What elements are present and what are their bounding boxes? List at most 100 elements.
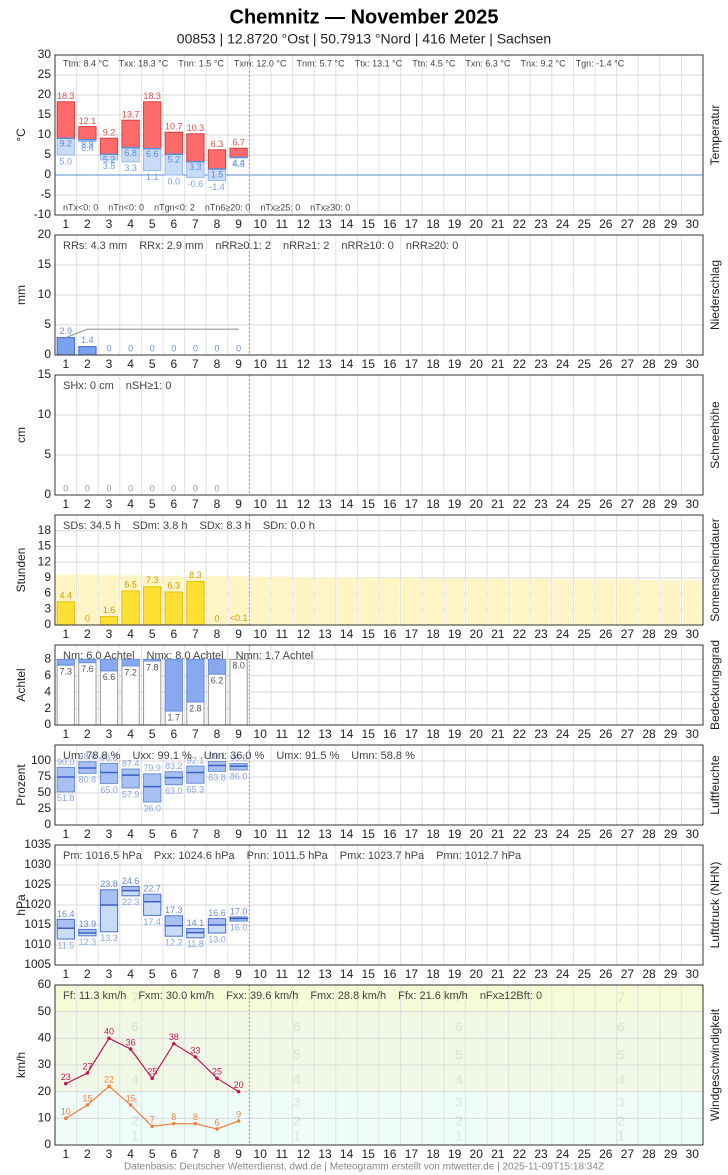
min-label: 0.0 bbox=[168, 176, 181, 186]
x-tick-label: 23 bbox=[534, 627, 548, 641]
possible-bar bbox=[358, 577, 378, 625]
value-label: 0 bbox=[214, 343, 219, 353]
x-tick-label: 24 bbox=[556, 827, 570, 841]
range-upper bbox=[78, 126, 97, 141]
x-tick-label: 30 bbox=[686, 497, 700, 511]
possible-bar bbox=[228, 576, 249, 625]
min-label: 1.1 bbox=[146, 172, 159, 182]
min-label: 51.8 bbox=[57, 793, 75, 803]
x-tick-label: 29 bbox=[664, 827, 678, 841]
x-tick-label: 23 bbox=[534, 967, 548, 981]
x-tick-label: 19 bbox=[448, 1147, 462, 1161]
wind-point bbox=[193, 1055, 198, 1059]
wind-point bbox=[172, 1121, 176, 1126]
min-label: 22.3 bbox=[122, 897, 140, 907]
range-upper bbox=[121, 768, 140, 776]
y-tick-label: 0 bbox=[44, 817, 51, 831]
beaufort-label: 5 bbox=[455, 1046, 463, 1062]
x-tick-label: 25 bbox=[578, 967, 592, 981]
x-tick-label: 2 bbox=[84, 357, 91, 371]
x-tick-label: 14 bbox=[340, 497, 354, 511]
x-tick-label: 17 bbox=[405, 497, 419, 511]
y-tick-label: 0 bbox=[44, 1137, 51, 1151]
plot-frame bbox=[54, 744, 704, 826]
x-tick-label: 25 bbox=[578, 627, 592, 641]
max-label: 17.3 bbox=[165, 905, 183, 915]
value-label: <0.1 bbox=[230, 613, 248, 623]
x-tick-label: 3 bbox=[106, 827, 113, 841]
stat-text: Fxx: 39.6 km/h bbox=[226, 990, 298, 1002]
x-tick-label: 21 bbox=[491, 827, 505, 841]
x-tick-label: 2 bbox=[84, 727, 91, 741]
y-axis-label: Prozent bbox=[14, 764, 28, 806]
x-tick-label: 10 bbox=[254, 357, 268, 371]
min-label: -0.6 bbox=[188, 179, 204, 189]
range-lower bbox=[143, 901, 162, 916]
y-tick-label: 0 bbox=[44, 347, 51, 361]
possible-bar bbox=[552, 579, 573, 625]
x-tick-label: 4 bbox=[127, 827, 134, 841]
min-label: 63.0 bbox=[165, 786, 183, 796]
y-tick-label: 15 bbox=[38, 257, 52, 271]
y-tick-label: 10 bbox=[38, 127, 52, 141]
x-tick-label: 1 bbox=[62, 497, 69, 511]
wind-point bbox=[107, 1084, 111, 1089]
range-lower bbox=[164, 777, 183, 786]
stat-text: Ttm: 8.4 °C bbox=[63, 58, 109, 68]
value-label: 7.3 bbox=[146, 575, 159, 585]
mean-label: 1.5 bbox=[211, 169, 224, 179]
x-tick-label: 8 bbox=[214, 627, 221, 641]
value-label: 33 bbox=[190, 1045, 200, 1055]
x-tick-label: 13 bbox=[318, 827, 332, 841]
possible-bar bbox=[466, 578, 486, 625]
x-tick-label: 15 bbox=[362, 827, 376, 841]
x-tick-label: 1 bbox=[62, 627, 69, 641]
y-tick-label: 25 bbox=[38, 67, 52, 81]
stat-text: Ttn: 4.5 °C bbox=[412, 58, 456, 68]
beaufort-label: 1 bbox=[131, 1128, 139, 1144]
x-tick-label: 3 bbox=[106, 1147, 113, 1161]
y-tick-label: 50 bbox=[38, 785, 52, 799]
x-tick-label: 17 bbox=[405, 627, 419, 641]
stat-text: Pxx: 1024.6 hPa bbox=[154, 850, 236, 862]
max-label: 96.3 bbox=[100, 753, 118, 763]
x-tick-label: 13 bbox=[318, 967, 332, 981]
stat-text: Tnn: 1.5 °C bbox=[178, 58, 224, 68]
value-label: 6.5 bbox=[124, 579, 137, 589]
stat-text: nTx<0: 0 bbox=[63, 202, 98, 212]
value-label: 0 bbox=[193, 483, 198, 493]
x-tick-label: 28 bbox=[642, 727, 656, 741]
y-tick-label: 20 bbox=[38, 87, 52, 101]
y-tick-label: 10 bbox=[38, 407, 52, 421]
x-tick-label: 24 bbox=[556, 727, 570, 741]
value-label: 22 bbox=[104, 1075, 114, 1085]
range-upper bbox=[207, 149, 227, 170]
range-lower bbox=[121, 890, 140, 897]
range-lower bbox=[143, 786, 162, 803]
min-label: 12.2 bbox=[165, 938, 183, 948]
beaufort-label: 6 bbox=[131, 1018, 139, 1034]
value-label: 7.8 bbox=[146, 662, 159, 672]
x-tick-label: 20 bbox=[470, 357, 484, 371]
panel-label: Schneehöhe bbox=[708, 401, 722, 469]
x-tick-label: 21 bbox=[491, 217, 505, 231]
x-tick-label: 25 bbox=[578, 827, 592, 841]
stat-text: nSH≥1: 0 bbox=[126, 380, 172, 392]
value-label: 15 bbox=[82, 1093, 92, 1103]
y-tick-label: 30 bbox=[38, 47, 52, 61]
value-label: 0 bbox=[85, 613, 90, 623]
x-tick-label: 28 bbox=[642, 967, 656, 981]
x-tick-label: 2 bbox=[84, 827, 91, 841]
x-tick-label: 27 bbox=[621, 497, 635, 511]
x-tick-label: 10 bbox=[254, 1147, 268, 1161]
value-label: 1.4 bbox=[81, 335, 94, 345]
value-label: 0 bbox=[106, 483, 111, 493]
x-tick-label: 9 bbox=[235, 967, 242, 981]
beaufort-label: 2 bbox=[293, 1113, 301, 1129]
plot-frame bbox=[54, 644, 704, 726]
x-tick-label: 28 bbox=[642, 1147, 656, 1161]
max-label: 83.2 bbox=[165, 761, 183, 771]
stat-text: Ff: 11.3 km/h bbox=[63, 990, 126, 1002]
x-tick-label: 13 bbox=[318, 627, 332, 641]
min-label: 83.8 bbox=[208, 773, 226, 783]
